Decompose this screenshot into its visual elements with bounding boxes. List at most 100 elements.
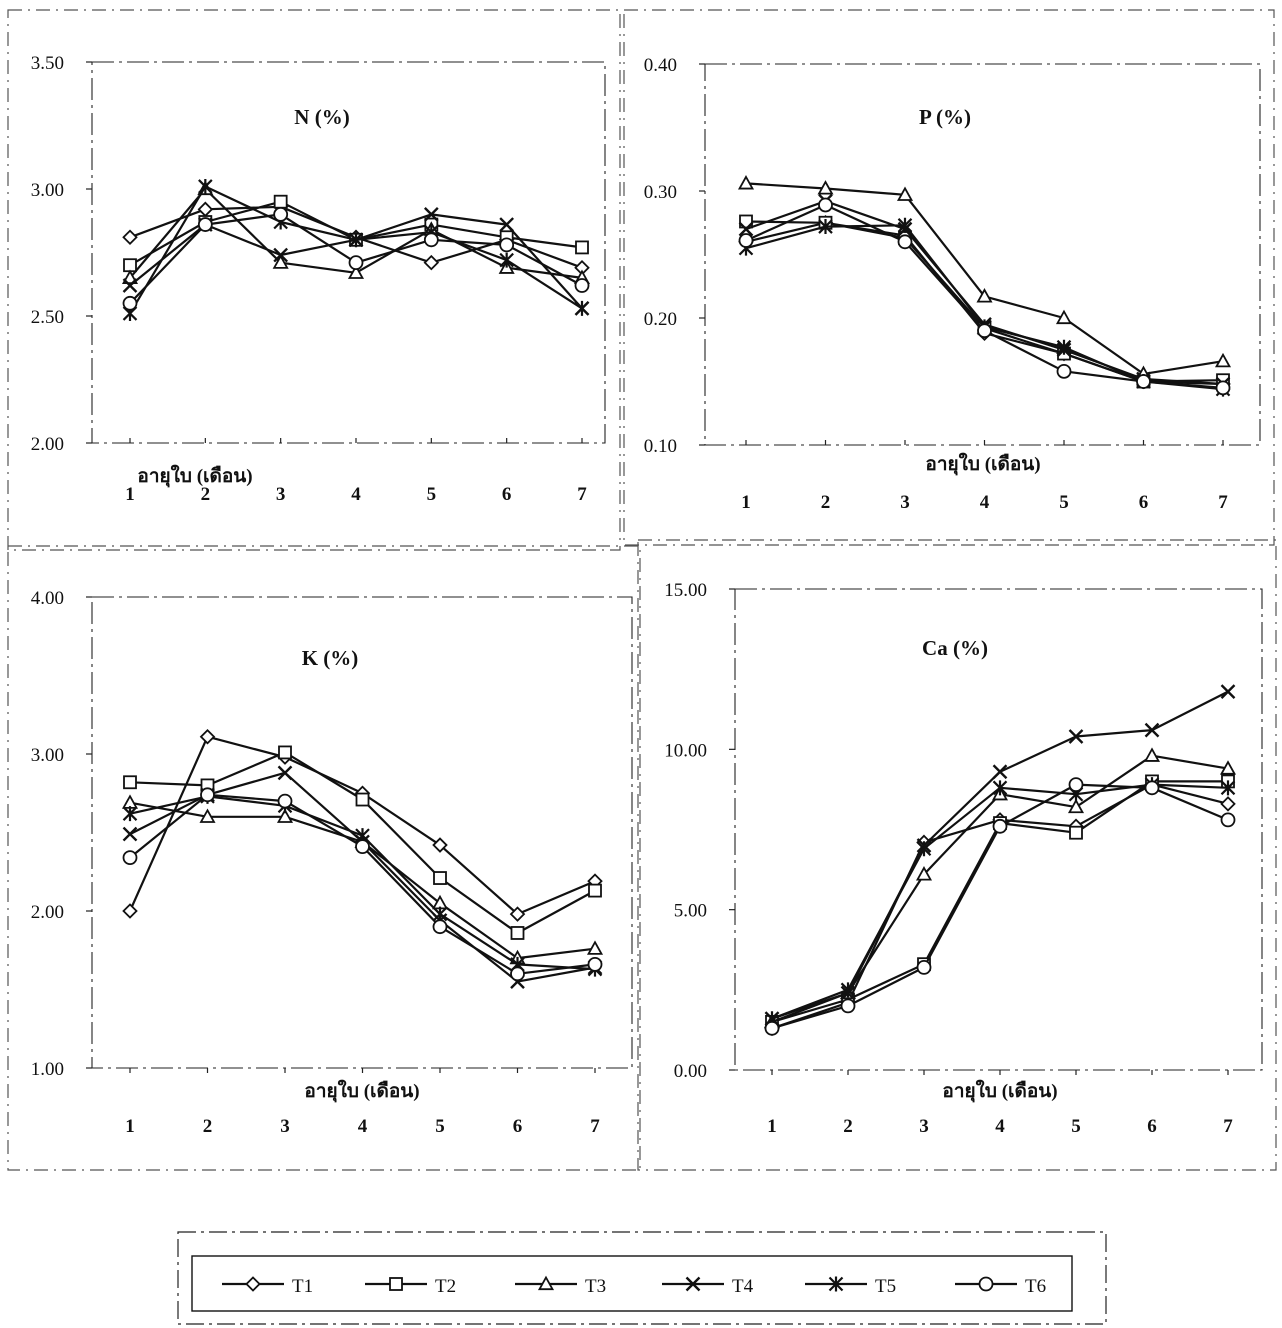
data-point: [737, 175, 755, 190]
series-line: [745, 182, 1224, 375]
data-point: [818, 197, 833, 213]
series-T3: [121, 794, 604, 965]
data-point: [433, 871, 447, 885]
x-category-label: 1: [767, 1116, 777, 1137]
chart-panel-4: 0.00 5.00 10.00 15.00 1 2 3 4 5 6 7 Ca (%) อายุใบ (เ…: [664, 580, 1263, 1137]
legend-label: T2: [435, 1276, 456, 1297]
data-point: [355, 792, 370, 807]
data-point: [1055, 309, 1073, 325]
x-category-label: 7: [1218, 492, 1228, 513]
data-point: [121, 269, 139, 285]
data-point: [897, 234, 913, 250]
y-tick-label: 0.00: [674, 1061, 707, 1082]
x-category-label: 3: [280, 1116, 290, 1137]
y-tick-label: 3.00: [31, 745, 64, 766]
data-point: [977, 323, 992, 339]
x-category-label: 4: [980, 492, 990, 513]
y-tick-label: 2.00: [31, 434, 64, 455]
legend-marker-triangle: [537, 1275, 555, 1291]
data-point: [272, 254, 289, 269]
chart-panel-3: 1.00 2.00 3.00 4.00 1 2 3 4 5 6 7 K (%) อายุใบ (เดือ…: [31, 588, 633, 1137]
data-point: [348, 232, 364, 248]
data-point: [510, 926, 525, 940]
data-point: [1220, 796, 1236, 812]
series-T3: [737, 175, 1232, 380]
data-point: [1136, 374, 1151, 389]
data-point: [123, 258, 137, 273]
legend-item-T6: T6: [955, 1276, 1046, 1297]
x-category-label: 3: [900, 492, 910, 513]
series-line: [745, 224, 1224, 391]
y-tick-label: 5.00: [674, 901, 707, 922]
data-point: [1069, 825, 1083, 840]
x-category-label: 2: [821, 492, 831, 513]
data-point: [1056, 363, 1072, 379]
data-point: [1068, 777, 1084, 793]
series-T1: [738, 214, 1231, 392]
legend-label: T5: [875, 1276, 896, 1297]
data-point: [122, 826, 138, 842]
panel-frame-2: [623, 9, 1275, 546]
legend-label: T6: [1025, 1276, 1046, 1297]
x-category-label: 1: [125, 1116, 135, 1137]
data-point: [510, 966, 525, 982]
data-point: [432, 837, 448, 853]
x-category-label: 3: [919, 1116, 929, 1137]
data-point: [197, 201, 214, 218]
x-axis-title: อายุใบ (เดือน): [925, 452, 1040, 476]
data-point: [1143, 747, 1161, 762]
data-point: [1144, 722, 1160, 738]
data-point: [355, 839, 370, 855]
legend-item-T2: T2: [365, 1276, 456, 1297]
x-category-label: 2: [201, 484, 211, 505]
data-point: [278, 745, 292, 760]
data-point: [122, 806, 138, 822]
plot-area: [734, 588, 1263, 1071]
panel-frames: [7, 9, 1277, 1171]
data-point: [1068, 729, 1084, 744]
series-T6: [738, 197, 1231, 396]
legend-item-T3: T3: [515, 1275, 606, 1297]
y-tick-label: 0.20: [644, 309, 677, 330]
legend-label: T4: [732, 1276, 754, 1297]
data-point: [587, 956, 603, 972]
data-point: [276, 808, 294, 823]
chart-title: P (%): [919, 105, 971, 129]
data-point: [896, 186, 914, 201]
y-tick-label: 10.00: [664, 740, 707, 761]
legend-label: T1: [292, 1276, 313, 1297]
x-category-label: 5: [427, 484, 437, 505]
data-point: [198, 178, 213, 194]
data-point: [273, 206, 289, 222]
series-line: [128, 735, 596, 916]
data-point: [277, 765, 293, 781]
x-axis-title: อายุใบ (เดือน): [137, 464, 252, 488]
x-category-label: 6: [502, 484, 512, 505]
y-tick-label: 3.00: [31, 180, 64, 201]
data-point: [122, 850, 138, 866]
x-category-label: 6: [513, 1116, 523, 1137]
legend-marker-x: [685, 1276, 701, 1292]
data-point: [509, 906, 526, 922]
x-category-label: 7: [1223, 1116, 1233, 1137]
x-category-label: 5: [1071, 1116, 1081, 1137]
plot-area: [704, 63, 1261, 446]
x-axis-title: อายุใบ (เดือน): [304, 1079, 419, 1103]
data-point: [992, 818, 1008, 834]
data-point: [1215, 380, 1231, 396]
data-point: [499, 217, 515, 232]
data-point: [122, 278, 138, 293]
y-tick-label: 15.00: [664, 580, 707, 601]
data-point: [916, 959, 932, 975]
data-point: [423, 232, 439, 248]
data-point: [1220, 812, 1236, 828]
data-point: [123, 775, 137, 790]
data-point: [1067, 798, 1085, 814]
data-point: [897, 217, 913, 233]
y-tick-label: 1.00: [31, 1059, 64, 1080]
data-point: [432, 919, 448, 935]
data-point: [1056, 339, 1072, 355]
data-point: [122, 229, 138, 246]
y-tick-label: 2.50: [31, 307, 64, 328]
data-point: [818, 219, 833, 235]
